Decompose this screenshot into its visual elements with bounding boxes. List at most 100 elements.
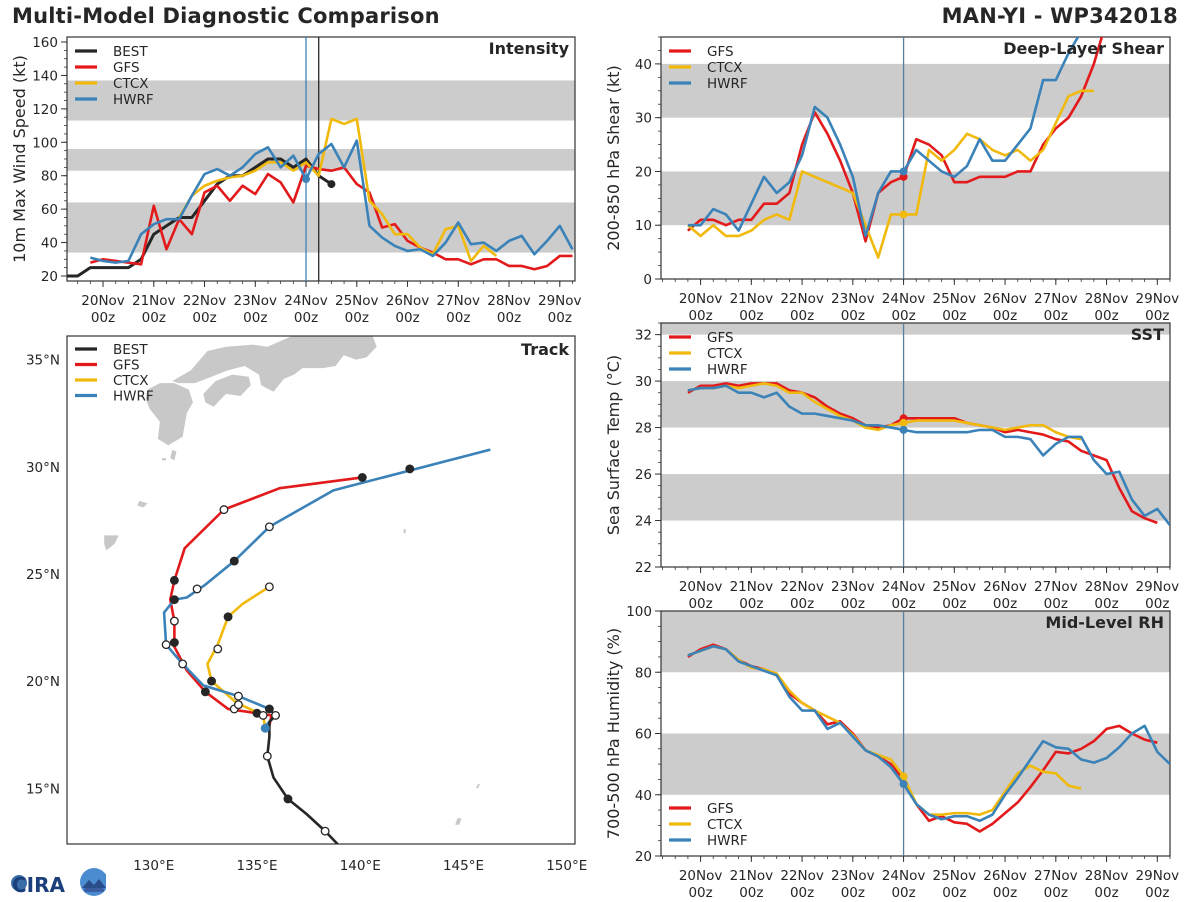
x-tick-label-hour: 00z xyxy=(1145,308,1169,324)
land-mass xyxy=(161,458,167,461)
land-mass xyxy=(455,818,462,825)
cira-logo: CIRA xyxy=(6,866,108,898)
longitude-label: 145°E xyxy=(443,858,484,874)
x-tick-label-date: 22Nov xyxy=(780,868,824,884)
track-line-gfs xyxy=(168,476,363,727)
track-line-best xyxy=(266,716,339,844)
x-tick-label-date: 29Nov xyxy=(1136,868,1180,884)
series-line-hwrf xyxy=(687,37,1080,238)
x-tick-label-date: 28Nov xyxy=(1085,579,1129,595)
init-point-marker-ctcx xyxy=(899,418,908,427)
y-tick-label: 60 xyxy=(41,202,58,218)
x-tick-label-date: 26Nov xyxy=(983,579,1027,595)
init-point-marker-hwrf xyxy=(899,167,908,176)
legend-label-ctcx: CTCX xyxy=(707,60,743,76)
x-tick-label-hour: 00z xyxy=(841,596,865,612)
x-tick-label-hour: 00z xyxy=(993,885,1017,900)
y-tick-label: 20 xyxy=(635,849,652,865)
land-mass xyxy=(403,528,406,534)
track-marker-12z xyxy=(169,616,179,626)
x-tick-label-date: 23Nov xyxy=(831,291,875,307)
y-tick-label: 0 xyxy=(643,272,652,288)
shaded-band xyxy=(661,474,1170,521)
intensity-panel: 2040608010012014016020Nov00z21Nov00z22No… xyxy=(10,35,582,326)
latitude-label: 30°N xyxy=(26,460,60,476)
sst-panel: 22242628303220Nov00z21Nov00z22Nov00z23No… xyxy=(604,322,1180,612)
latitude-label: 35°N xyxy=(26,353,60,369)
track-marker-12z xyxy=(233,691,243,701)
x-tick-label-date: 23Nov xyxy=(831,579,875,595)
y-axis-label: Sea Surface Temp (°C) xyxy=(604,355,623,535)
y-tick-label: 40 xyxy=(635,57,652,73)
land-mass xyxy=(475,783,481,789)
y-tick-label: 30 xyxy=(635,374,652,390)
y-axis-label: 200-850 hPa Shear (kt) xyxy=(604,65,623,251)
latitude-label: 25°N xyxy=(26,567,60,583)
y-tick-label: 80 xyxy=(41,169,58,185)
panel-title: SST xyxy=(1131,325,1164,344)
x-tick-label-hour: 00z xyxy=(294,310,318,326)
x-tick-label-hour: 00z xyxy=(688,885,712,900)
legend-label-gfs: GFS xyxy=(113,358,140,374)
x-tick-label-date: 21Nov xyxy=(730,291,774,307)
shaded-band xyxy=(661,323,1170,335)
legend-label-gfs: GFS xyxy=(707,330,734,346)
x-tick-label-date: 22Nov xyxy=(183,293,227,309)
x-tick-label-date: 22Nov xyxy=(780,579,824,595)
x-tick-label-date: 24Nov xyxy=(882,579,926,595)
track-marker-12z xyxy=(271,710,281,720)
x-tick-label-date: 20Nov xyxy=(679,291,723,307)
x-tick-label-date: 29Nov xyxy=(1136,291,1180,307)
y-tick-label: 10 xyxy=(635,218,652,234)
x-tick-label-hour: 00z xyxy=(1044,885,1068,900)
plot-frame xyxy=(660,322,1171,568)
x-tick-label-date: 29Nov xyxy=(1136,579,1180,595)
land-mass xyxy=(137,501,148,508)
track-marker-00z xyxy=(169,595,179,605)
y-tick-label: 120 xyxy=(32,102,58,118)
panel-title: Intensity xyxy=(489,39,570,58)
x-tick-label-hour: 00z xyxy=(739,885,763,900)
series-line-gfs xyxy=(90,164,573,271)
x-tick-label-date: 26Nov xyxy=(983,868,1027,884)
x-tick-label-date: 25Nov xyxy=(933,868,977,884)
track-marker-00z xyxy=(264,704,274,714)
x-tick-label-date: 21Nov xyxy=(132,293,176,309)
shaded-band xyxy=(661,171,1170,226)
land-mass xyxy=(104,535,119,551)
y-tick-label: 30 xyxy=(635,111,652,127)
track-marker-00z xyxy=(357,473,367,482)
track-marker-00z xyxy=(405,464,415,474)
track-marker-00z xyxy=(207,676,217,686)
series-line-hwrf xyxy=(90,139,574,264)
init-point-marker-hwrf xyxy=(302,175,311,184)
x-tick-label-hour: 00z xyxy=(1044,308,1068,324)
y-tick-label: 60 xyxy=(635,727,652,743)
init-point-marker-hwrf xyxy=(899,780,908,789)
x-tick-label-date: 28Nov xyxy=(1085,291,1129,307)
shear-panel: 01020304020Nov00z21Nov00z22Nov00z23Nov00… xyxy=(604,36,1180,324)
x-tick-label-hour: 00z xyxy=(1044,596,1068,612)
x-tick-label-hour: 00z xyxy=(1094,596,1118,612)
track-marker-12z xyxy=(161,640,171,650)
x-tick-label-hour: 00z xyxy=(993,308,1017,324)
legend-label-gfs: GFS xyxy=(707,801,734,817)
map-frame xyxy=(66,335,576,845)
legend-label-ctcx: CTCX xyxy=(707,346,743,362)
x-tick-label-date: 28Nov xyxy=(487,293,531,309)
series-line-hwrf xyxy=(687,644,1170,823)
longitude-label: 140°E xyxy=(340,858,381,874)
x-tick-label-hour: 00z xyxy=(142,310,166,326)
x-tick-label-hour: 00z xyxy=(192,310,216,326)
y-tick-label: 32 xyxy=(635,328,652,344)
x-tick-label-hour: 00z xyxy=(891,308,915,324)
legend-label-hwrf: HWRF xyxy=(707,76,748,92)
land-mass xyxy=(170,449,177,461)
y-axis-label: 10m Max Wind Speed (kt) xyxy=(10,55,29,263)
y-tick-label: 24 xyxy=(635,514,652,530)
x-tick-label-hour: 00z xyxy=(841,308,865,324)
storm-title: MAN-YI - WP342018 xyxy=(941,4,1178,28)
legend-label-ctcx: CTCX xyxy=(113,373,149,389)
track-marker-00z xyxy=(200,687,210,697)
track-marker-12z xyxy=(233,700,243,710)
